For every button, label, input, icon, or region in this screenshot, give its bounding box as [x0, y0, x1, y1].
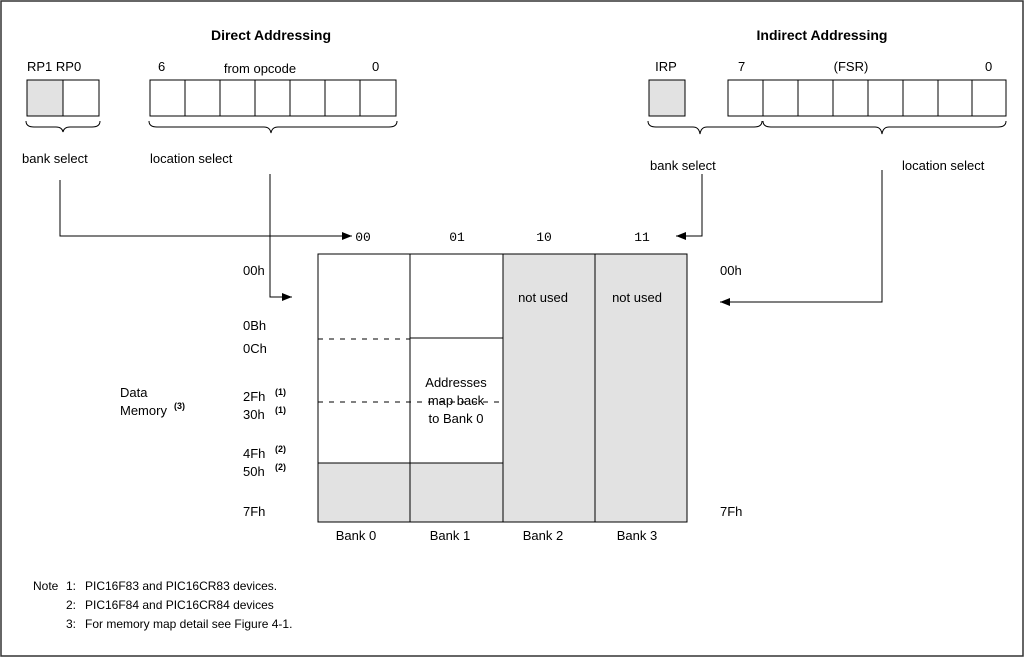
note-1-number: 1:: [66, 579, 76, 593]
note-ref-2: (2): [275, 462, 286, 472]
bank3-unused-area: [595, 254, 687, 522]
location-select-brace: [148, 120, 398, 134]
address-30h: 30h: [243, 407, 265, 422]
address-50h: 50h: [243, 464, 265, 479]
bank2-unused-area: [503, 254, 595, 522]
mapback-line3: to Bank 0: [429, 411, 484, 426]
bank-code-00: 00: [355, 230, 371, 245]
irp-label: IRP: [655, 59, 677, 74]
note-1-text: PIC16F83 and PIC16CR83 devices.: [85, 579, 277, 593]
bank-code-10: 10: [536, 230, 552, 245]
rp-bits-label: RP1 RP0: [27, 59, 81, 74]
note-2-number: 2:: [66, 598, 76, 612]
notes-prefix: Note: [33, 579, 59, 593]
indirect-bit-high: 7: [738, 59, 745, 74]
rp0-bit: [62, 79, 100, 117]
bank0-label: Bank 0: [336, 528, 376, 543]
direct-location-arrow: [269, 174, 292, 301]
bank-code-01: 01: [449, 230, 465, 245]
indirect-location-arrow: [720, 170, 883, 306]
indirect-addressing-title: Indirect Addressing: [757, 27, 888, 43]
address-2fh: 2Fh: [243, 389, 265, 404]
note-3-text: For memory map detail see Figure 4-1.: [85, 617, 292, 631]
right-address-00h: 00h: [720, 263, 742, 278]
mapback-line1: Addresses: [425, 375, 487, 390]
bank2-label: Bank 2: [523, 528, 563, 543]
note-ref-1: (1): [275, 405, 286, 415]
direct-bit-low: 0: [372, 59, 379, 74]
direct-bit-high: 6: [158, 59, 165, 74]
direct-bank-select-arrow: [59, 180, 352, 240]
mapback-line2: map back: [428, 393, 485, 408]
address-7fh: 7Fh: [243, 504, 265, 519]
indirect-bank-select-label: bank select: [650, 158, 716, 173]
direct-address-register: [149, 79, 397, 117]
bank2-not-used: not used: [518, 290, 568, 305]
note-ref-1: (1): [275, 387, 286, 397]
fsr-bits: [727, 79, 1007, 117]
address-00h: 00h: [243, 263, 265, 278]
right-address-7fh: 7Fh: [720, 504, 742, 519]
address-0bh: 0Bh: [243, 318, 266, 333]
indirect-bank-select-brace: [647, 120, 763, 135]
bank3-label: Bank 3: [617, 528, 657, 543]
direct-location-select-label: location select: [150, 151, 233, 166]
fsr-label: (FSR): [834, 59, 869, 74]
data-memory-label-line2: Memory: [120, 403, 167, 418]
memory-map: [317, 253, 688, 523]
indirect-bit-low: 0: [985, 59, 992, 74]
bank1-label: Bank 1: [430, 528, 470, 543]
bank-select-brace: [25, 120, 101, 133]
note-ref-3: (3): [174, 401, 185, 411]
irp-bit: [648, 79, 686, 117]
fsr-register: [727, 79, 1007, 117]
indirect-location-select-label: location select: [902, 158, 985, 173]
note-2-text: PIC16F84 and PIC16CR84 devices: [85, 598, 274, 612]
direct-field-label: from opcode: [224, 61, 296, 76]
bank-code-11: 11: [634, 230, 650, 245]
note-ref-2: (2): [275, 444, 286, 454]
address-4fh: 4Fh: [243, 446, 265, 461]
direct-bank-select-label: bank select: [22, 151, 88, 166]
address-0ch: 0Ch: [243, 341, 267, 356]
indirect-bank-select-arrow: [676, 174, 703, 240]
data-memory-label-line1: Data: [120, 385, 148, 400]
direct-addressing-title: Direct Addressing: [211, 27, 331, 43]
opcode-bits: [149, 79, 397, 117]
bank3-not-used: not used: [612, 290, 662, 305]
indirect-location-select-brace: [762, 120, 1007, 135]
rp1-bit: [26, 79, 64, 117]
note-3-number: 3:: [66, 617, 76, 631]
